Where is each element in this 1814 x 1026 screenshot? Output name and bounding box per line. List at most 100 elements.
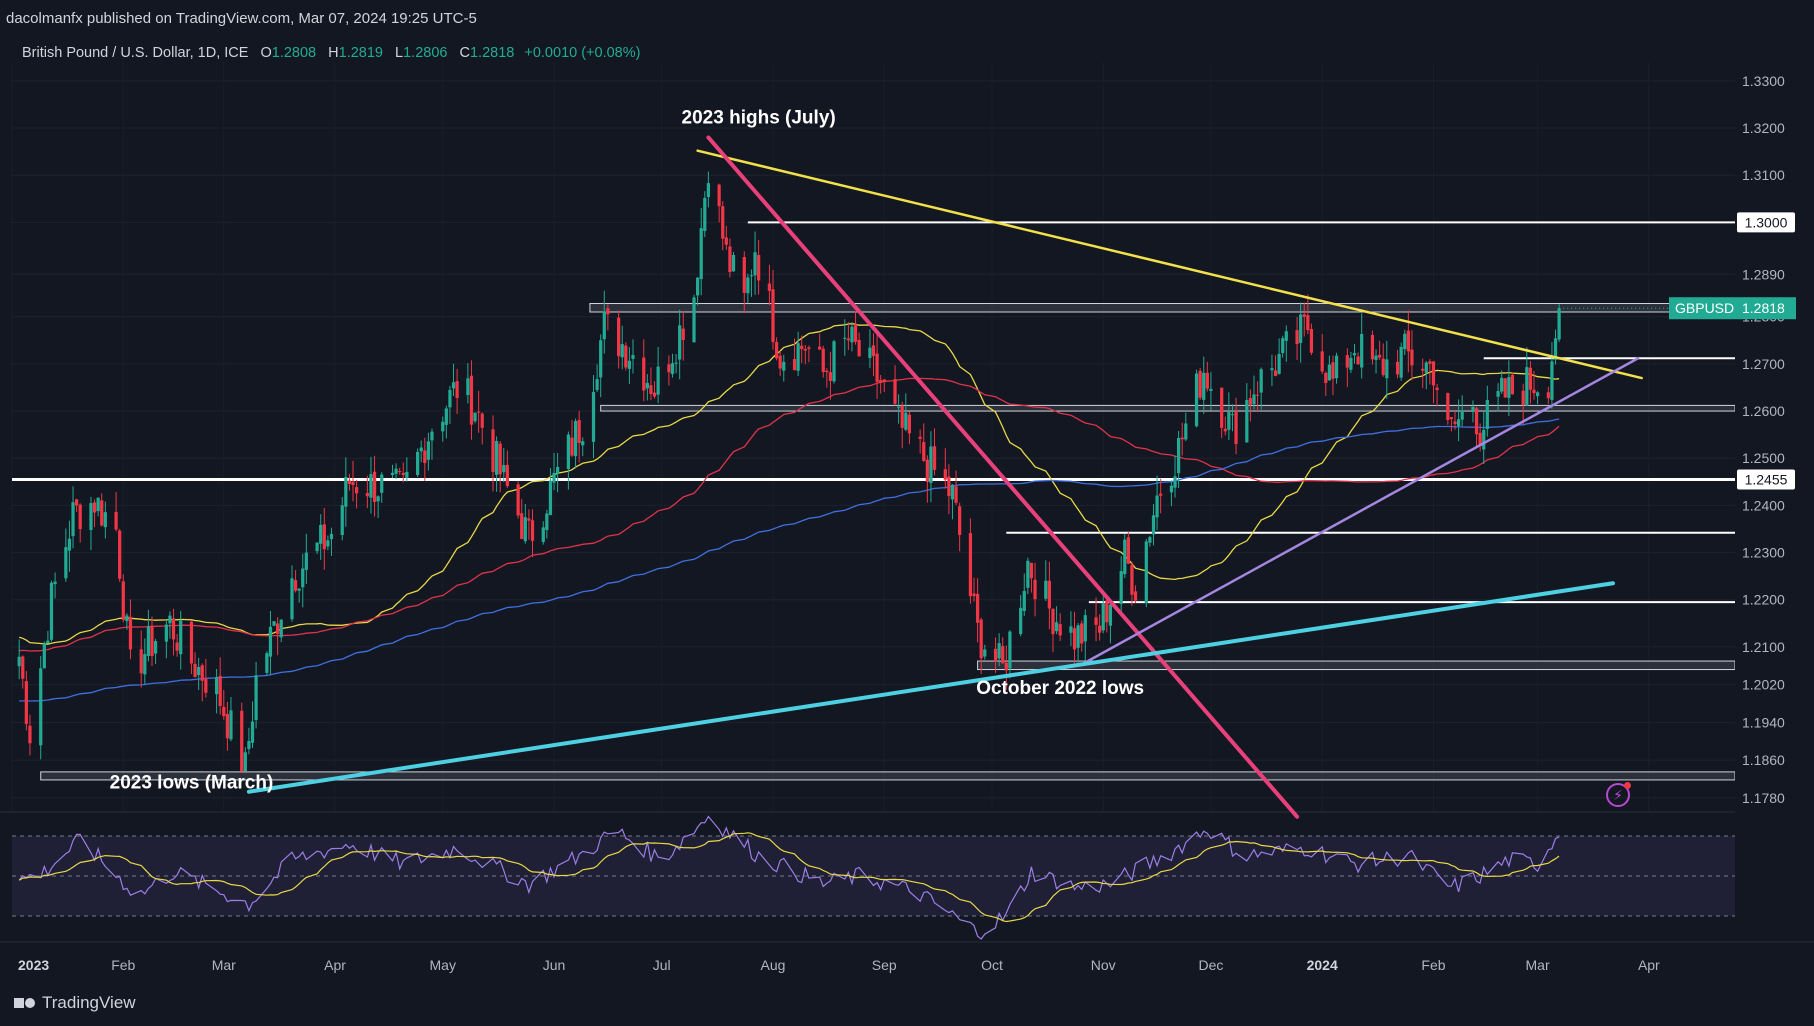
candle-body (1144, 541, 1148, 604)
candle-body (218, 675, 222, 707)
candle-body (975, 593, 980, 623)
candle-body (620, 344, 624, 358)
yellow-trendline[interactable] (696, 149, 1643, 380)
candle-body (667, 364, 671, 373)
candle-body (753, 252, 757, 276)
candle-body (1227, 412, 1231, 430)
candle-body (566, 434, 571, 469)
candle-body (932, 446, 937, 470)
tradingview-brand[interactable]: TradingView (14, 993, 136, 1013)
price-axis[interactable]: 1.33001.32001.31001.28901.28001.27001.26… (1559, 0, 1814, 940)
purple-trendline[interactable] (1084, 356, 1640, 664)
candle-body (792, 359, 797, 371)
candle-body (505, 464, 509, 486)
candle-body (868, 347, 872, 359)
candle-body (276, 623, 280, 634)
candle-body (426, 441, 431, 460)
candle-body (1302, 314, 1306, 317)
candle-body (1230, 414, 1235, 416)
candle-body (595, 379, 599, 390)
candle-body (146, 626, 151, 656)
candle-body (17, 656, 21, 667)
candle-body (78, 504, 82, 530)
candle-body (581, 441, 585, 446)
candle-body (448, 389, 452, 408)
candle-body (1349, 357, 1353, 370)
candle-body (344, 477, 348, 507)
candle-body (222, 706, 226, 717)
candle-body (846, 338, 850, 341)
trendlines[interactable] (246, 135, 1643, 819)
candle-body (907, 414, 912, 434)
candle-body (904, 412, 908, 430)
candle-body (347, 480, 352, 485)
cyan-trendline[interactable] (246, 581, 1615, 794)
candle-body (1105, 600, 1109, 623)
candle-body (1403, 333, 1407, 350)
candle-body (354, 487, 359, 494)
candle-body (164, 624, 168, 642)
candle-body (1076, 625, 1080, 648)
candle-body (556, 466, 560, 474)
last-price-symbol: GBPUSD (1675, 300, 1734, 316)
candle-body (602, 311, 606, 340)
tradingview-logo-icon (14, 996, 36, 1010)
candle-body (832, 341, 836, 382)
price-tick-label: 1.2890 (1742, 266, 1785, 282)
candle-body (469, 375, 474, 425)
candle-body (1299, 314, 1303, 343)
price-grid (11, 62, 1735, 812)
candle-body (143, 654, 147, 675)
price-tick-label: 1.3200 (1742, 120, 1785, 136)
candle-body (947, 476, 951, 497)
candle-body (250, 721, 255, 743)
candle-body (1553, 338, 1558, 360)
lightning-icon[interactable]: ⚡ (1606, 782, 1631, 807)
candle-body (1446, 393, 1450, 421)
support-resistance-zone[interactable] (600, 404, 1736, 412)
last-price-tag[interactable] (1669, 297, 1796, 320)
time-tick-label: Apr (1638, 957, 1660, 973)
candle-body (545, 513, 549, 531)
candle-body (818, 346, 822, 350)
candle-body (254, 675, 258, 721)
candle-body (721, 206, 725, 239)
pink-trendline[interactable] (706, 135, 1300, 819)
candle-body (1198, 370, 1202, 398)
candle-body (1507, 377, 1511, 398)
candle-body (1410, 349, 1414, 366)
candle-body (674, 362, 678, 364)
candle-body (803, 348, 807, 351)
candle-body (857, 339, 861, 357)
candle-body (390, 472, 395, 475)
support-resistance-zone[interactable] (40, 771, 1736, 781)
candle-body (853, 324, 858, 342)
candle-body (1378, 354, 1382, 358)
candle-body (121, 581, 125, 620)
candle-body (247, 740, 251, 749)
candle-body (293, 580, 298, 591)
time-axis[interactable]: 2023 Feb Mar Apr May Jun Jul Aug Sep Oct Nov Dec 202… (0, 941, 1814, 973)
candle-body (1169, 485, 1174, 493)
candle-body (1273, 370, 1278, 376)
candle-body (1277, 353, 1281, 374)
candle-body (125, 615, 129, 622)
candle-body (1159, 493, 1163, 496)
candle-body (451, 382, 456, 389)
time-tick-label: Apr (324, 957, 346, 973)
symbol-name[interactable]: British Pound / U.S. Dollar, 1D, ICE (22, 45, 249, 61)
candle-body (882, 379, 886, 383)
candle-body (376, 496, 380, 502)
candle-body (39, 668, 43, 746)
candle-body (204, 678, 208, 693)
candle-body (1101, 603, 1105, 631)
price-tick-label: 1.2100 (1742, 639, 1785, 655)
candle-body (631, 354, 635, 359)
candle-body (950, 484, 955, 500)
candle-body (1399, 346, 1403, 378)
candle-body (369, 474, 373, 498)
candle-body (627, 360, 632, 369)
time-tick-label: Jun (543, 957, 566, 973)
candle-body (150, 625, 154, 657)
